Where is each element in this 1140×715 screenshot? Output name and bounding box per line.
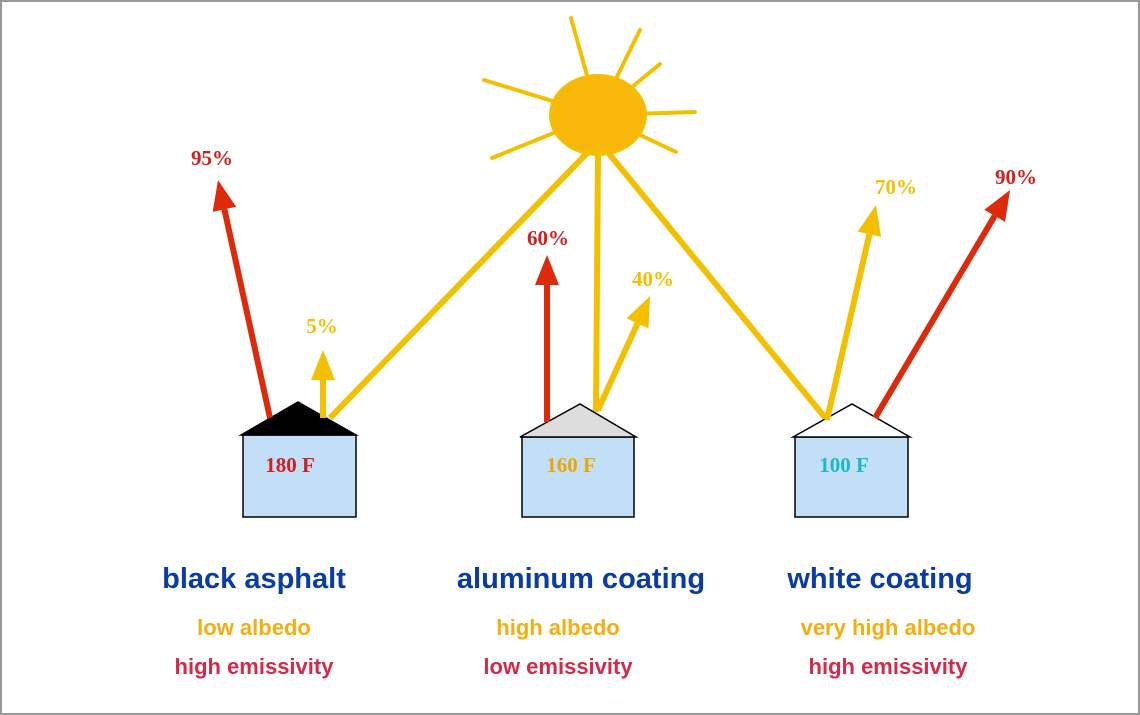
sun <box>482 16 697 160</box>
reflected-label: 40% <box>632 267 674 291</box>
roof-name: white coating <box>786 563 972 595</box>
arrow-head <box>212 180 237 212</box>
houses <box>238 401 913 518</box>
arrow-shaft <box>872 214 998 420</box>
sun-beams <box>327 147 830 422</box>
arrow-head <box>857 205 882 237</box>
albedo: high albedo <box>496 615 619 640</box>
arrow-shaft <box>824 233 873 421</box>
albedo: low albedo <box>197 615 311 640</box>
emitted-label: 90% <box>995 165 1037 189</box>
emissivity: low emissivity <box>483 654 633 679</box>
roof-name: aluminum coating <box>457 563 705 595</box>
arrow-head <box>984 190 1010 222</box>
arrow-head <box>535 255 559 285</box>
temperature: 100 F <box>819 453 869 477</box>
temperature: 160 F <box>546 453 596 477</box>
reflected-label: 5% <box>306 314 338 338</box>
emissivity: high emissivity <box>175 654 335 679</box>
emissivity: high emissivity <box>809 654 969 679</box>
roof-name: black asphalt <box>162 563 346 595</box>
albedo: very high albedo <box>801 615 976 640</box>
arrow-head <box>626 296 650 329</box>
arrow-shaft <box>595 322 641 412</box>
reflected-label: 70% <box>875 175 917 199</box>
emitted-label: 95% <box>191 146 233 170</box>
arrow-shaft <box>221 208 273 419</box>
arrow-head <box>311 350 335 380</box>
temperature: 180 F <box>265 453 315 477</box>
emitted-label: 60% <box>527 226 569 250</box>
